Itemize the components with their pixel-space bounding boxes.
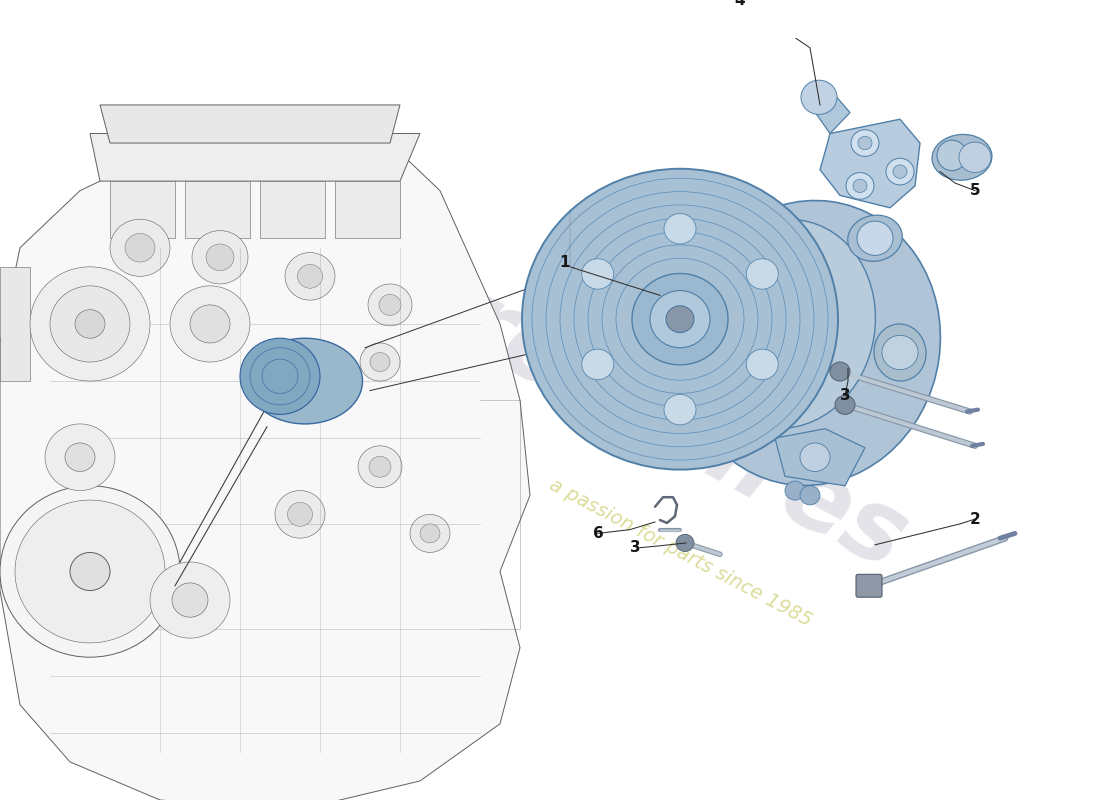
Circle shape xyxy=(858,136,872,150)
Text: a passion for parts since 1985: a passion for parts since 1985 xyxy=(546,475,814,630)
Circle shape xyxy=(676,534,694,551)
Circle shape xyxy=(893,165,907,178)
Ellipse shape xyxy=(932,134,992,180)
Circle shape xyxy=(666,306,694,333)
Polygon shape xyxy=(776,429,865,486)
Polygon shape xyxy=(0,134,530,800)
Circle shape xyxy=(368,284,412,326)
Circle shape xyxy=(835,395,855,414)
Circle shape xyxy=(420,524,440,543)
Polygon shape xyxy=(810,86,850,134)
Circle shape xyxy=(297,265,322,288)
Ellipse shape xyxy=(694,219,876,428)
Circle shape xyxy=(358,446,402,488)
Circle shape xyxy=(110,219,170,276)
Circle shape xyxy=(370,353,390,371)
Circle shape xyxy=(851,130,879,156)
Circle shape xyxy=(801,80,837,114)
Ellipse shape xyxy=(248,338,363,424)
Circle shape xyxy=(75,310,104,338)
Circle shape xyxy=(664,214,696,244)
Circle shape xyxy=(882,335,918,370)
Circle shape xyxy=(65,443,95,471)
Circle shape xyxy=(886,158,914,185)
Circle shape xyxy=(50,286,130,362)
Polygon shape xyxy=(336,181,400,238)
Circle shape xyxy=(410,514,450,553)
Circle shape xyxy=(650,290,710,348)
Circle shape xyxy=(70,553,110,590)
Circle shape xyxy=(172,583,208,617)
FancyBboxPatch shape xyxy=(856,574,882,597)
Text: 5: 5 xyxy=(970,183,980,198)
Circle shape xyxy=(0,486,180,657)
Circle shape xyxy=(285,253,336,300)
Polygon shape xyxy=(185,181,250,238)
Ellipse shape xyxy=(937,140,967,170)
Polygon shape xyxy=(820,119,920,208)
Circle shape xyxy=(190,305,230,343)
Text: 3: 3 xyxy=(629,540,640,555)
Circle shape xyxy=(15,500,165,643)
Text: 6: 6 xyxy=(593,526,604,541)
Circle shape xyxy=(582,258,614,289)
Circle shape xyxy=(150,562,230,638)
Polygon shape xyxy=(260,181,324,238)
Circle shape xyxy=(746,349,779,380)
Circle shape xyxy=(800,486,820,505)
Circle shape xyxy=(170,286,250,362)
Circle shape xyxy=(785,481,805,500)
Circle shape xyxy=(800,443,830,471)
Circle shape xyxy=(582,349,614,380)
Polygon shape xyxy=(0,267,30,381)
Text: 4: 4 xyxy=(735,0,746,8)
Circle shape xyxy=(30,267,150,381)
Ellipse shape xyxy=(680,201,940,486)
Circle shape xyxy=(240,338,320,414)
Circle shape xyxy=(192,230,248,284)
Polygon shape xyxy=(100,105,400,143)
Circle shape xyxy=(664,394,696,425)
Text: 1: 1 xyxy=(560,254,570,270)
Text: 2: 2 xyxy=(969,512,980,526)
Circle shape xyxy=(287,502,312,526)
Circle shape xyxy=(45,424,116,490)
Circle shape xyxy=(360,343,400,381)
Circle shape xyxy=(632,274,728,365)
Ellipse shape xyxy=(848,215,902,262)
Circle shape xyxy=(959,142,991,173)
Ellipse shape xyxy=(874,324,926,381)
Circle shape xyxy=(379,294,401,315)
Circle shape xyxy=(830,362,850,381)
Circle shape xyxy=(206,244,234,270)
Circle shape xyxy=(852,179,867,193)
Circle shape xyxy=(846,173,874,199)
Circle shape xyxy=(275,490,324,538)
Polygon shape xyxy=(90,134,420,181)
Text: 3: 3 xyxy=(839,388,850,403)
Circle shape xyxy=(125,234,155,262)
Circle shape xyxy=(522,169,838,470)
Text: eurospares: eurospares xyxy=(318,209,922,591)
Circle shape xyxy=(368,456,390,478)
Polygon shape xyxy=(110,181,175,238)
Circle shape xyxy=(857,221,893,255)
Circle shape xyxy=(746,258,779,289)
